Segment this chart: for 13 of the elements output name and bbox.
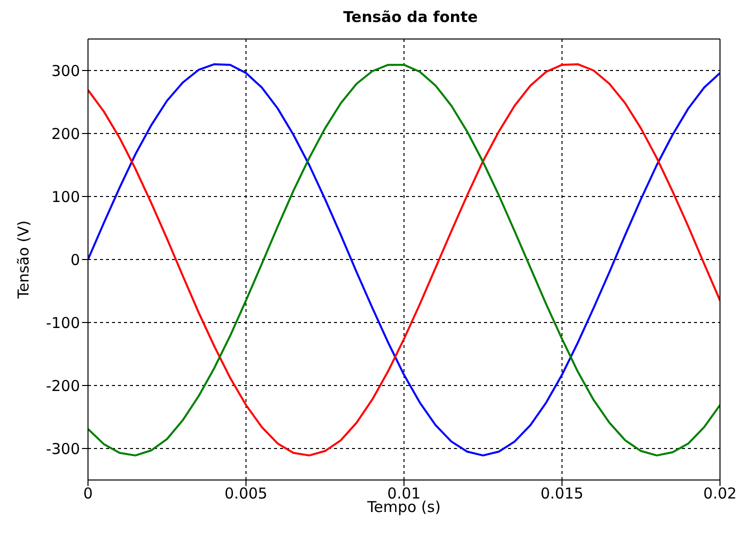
x-tick-label: 0.005 <box>224 484 268 503</box>
chart-title: Tensão da fonte <box>342 8 479 28</box>
x-tick-label: 0.02 <box>703 484 737 503</box>
y-tick-label: 100 <box>51 188 80 206</box>
y-axis-title: Tensão (V) <box>14 220 32 300</box>
y-tick-label: 200 <box>51 124 80 143</box>
y-tick-label: -200 <box>46 376 80 395</box>
x-tick-label: 0 <box>83 484 93 503</box>
y-tick-label: 0 <box>70 250 80 269</box>
y-tick-label: -100 <box>46 314 80 332</box>
y-tick-label: 300 <box>51 62 80 80</box>
y-tick-label: -300 <box>46 440 80 458</box>
x-tick-label: 0.015 <box>540 484 584 503</box>
